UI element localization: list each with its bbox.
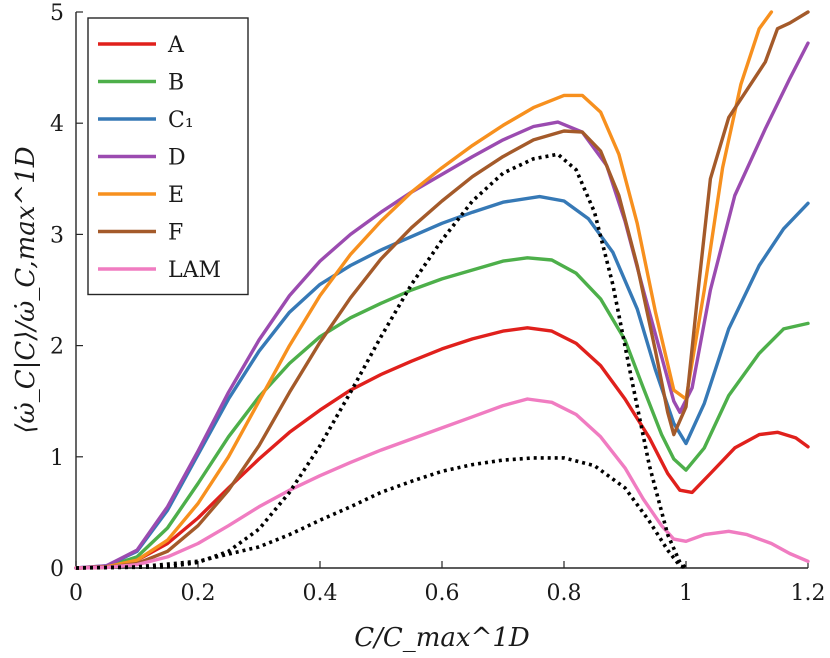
legend-label: E [168,183,184,208]
y-tick-label: 1 [50,446,64,471]
x-axis-label: C/C_max^1D [354,623,530,653]
y-tick-label: 4 [50,112,64,137]
x-tick-label: 0.8 [547,581,582,606]
x-tick-label: 0.2 [181,581,216,606]
x-tick-label: 1.2 [791,581,826,606]
y-tick-label: 5 [50,1,64,26]
legend-label: F [168,221,183,246]
legend-label: A [167,33,185,58]
series-line-b [74,256,810,570]
series-line-f [74,10,810,570]
legend-label: B [168,71,184,96]
legend-label: D [168,146,186,171]
series-line-lam [74,397,810,570]
y-tick-label: 0 [50,557,64,582]
legend: AB C₁ DEF LAM [87,17,249,296]
series-layer [74,10,810,570]
legend-label: C₁ [168,108,194,133]
tick-labels: 0 0.2 0.4 0.6 0.8 1 1.2 0 1 2 3 4 5 [50,1,826,606]
y-axis-label: ⟨ω̇_C|C⟩/ω̇_C,max^1D [11,146,41,433]
axes [75,11,809,569]
series-line-a [74,326,810,570]
axis-labels: C/C_max^1D ⟨ω̇_C|C⟩/ω̇_C,max^1D [11,146,530,653]
y-tick-label: 3 [50,223,64,248]
x-tick-label: 0 [69,581,83,606]
series-line-c [74,194,810,570]
x-tick-label: 1 [679,581,693,606]
x-tick-label: 0.4 [303,581,338,606]
x-tick-label: 0.6 [425,581,460,606]
series-line-d [74,41,810,570]
legend-label: LAM [168,258,221,283]
y-tick-label: 2 [50,335,64,360]
reference-dotted-line [75,152,688,570]
reference-dotted-line [75,456,687,570]
